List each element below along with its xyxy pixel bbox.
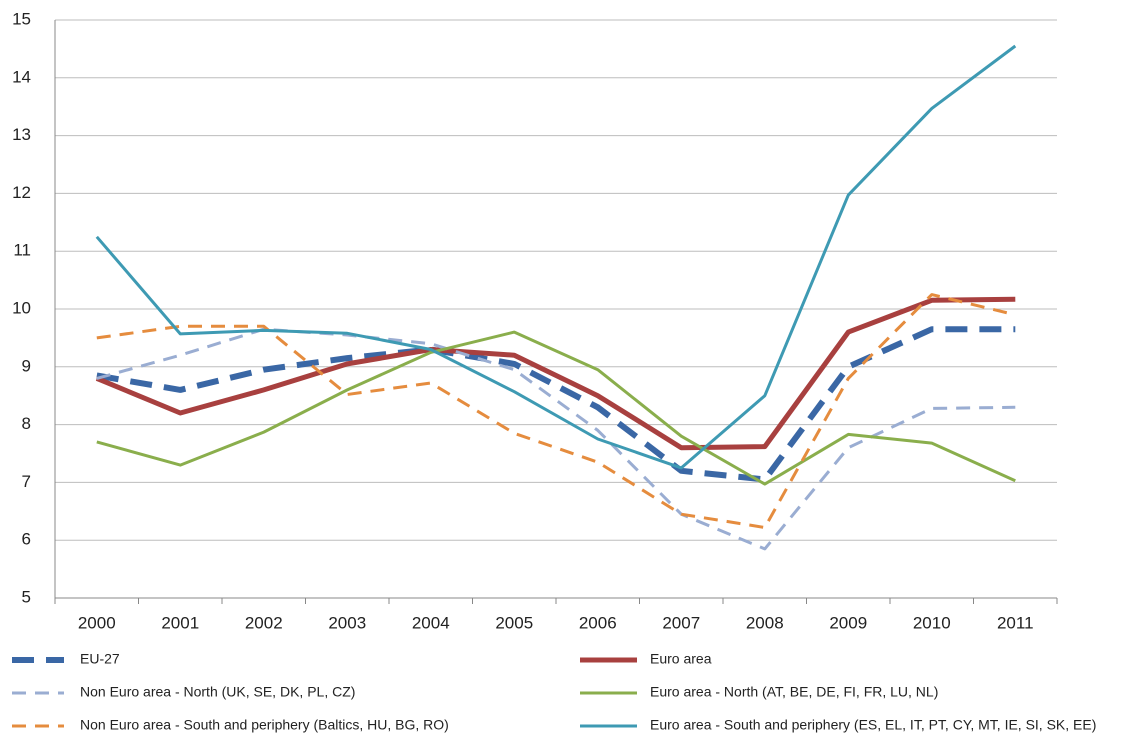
x-tick-label: 2005 bbox=[495, 613, 533, 632]
x-tick-label: 2010 bbox=[913, 613, 951, 632]
y-tick-label: 12 bbox=[12, 183, 31, 202]
series-line bbox=[96, 327, 1016, 551]
legend-label: Non Euro area - North (UK, SE, DK, PL, C… bbox=[80, 684, 355, 700]
series-line bbox=[96, 293, 1016, 529]
x-tick-label: 2009 bbox=[829, 613, 867, 632]
legend-label: Euro area - North (AT, BE, DE, FI, FR, L… bbox=[650, 684, 938, 700]
x-tick-label: 2006 bbox=[579, 613, 617, 632]
x-tick-label: 2002 bbox=[245, 613, 283, 632]
x-tick-label: 2008 bbox=[746, 613, 784, 632]
y-tick-label: 15 bbox=[12, 9, 31, 28]
y-tick-label: 14 bbox=[12, 67, 31, 86]
legend-label: EU-27 bbox=[80, 651, 120, 667]
y-tick-label: 13 bbox=[12, 125, 31, 144]
legend-label: Non Euro area - South and periphery (Bal… bbox=[80, 717, 449, 733]
y-tick-label: 6 bbox=[22, 530, 31, 549]
x-tick-label: 2011 bbox=[997, 613, 1034, 632]
series-line bbox=[95, 296, 1016, 451]
x-tick-label: 2000 bbox=[78, 613, 116, 632]
legend-label: Euro area bbox=[650, 651, 712, 667]
y-tick-label: 11 bbox=[13, 241, 31, 260]
y-tick-label: 7 bbox=[22, 472, 31, 491]
y-tick-label: 5 bbox=[22, 587, 31, 606]
y-tick-label: 8 bbox=[22, 414, 31, 433]
x-tick-label: 2003 bbox=[328, 613, 366, 632]
x-tick-label: 2007 bbox=[662, 613, 700, 632]
x-tick-label: 2001 bbox=[161, 613, 199, 632]
series-line bbox=[96, 326, 1016, 483]
series-line bbox=[95, 44, 1017, 470]
y-tick-label: 10 bbox=[12, 298, 31, 317]
legend-label: Euro area - South and periphery (ES, EL,… bbox=[650, 717, 1096, 733]
y-tick-label: 9 bbox=[22, 356, 31, 375]
x-tick-label: 2004 bbox=[412, 613, 450, 632]
series-line bbox=[96, 330, 1016, 486]
